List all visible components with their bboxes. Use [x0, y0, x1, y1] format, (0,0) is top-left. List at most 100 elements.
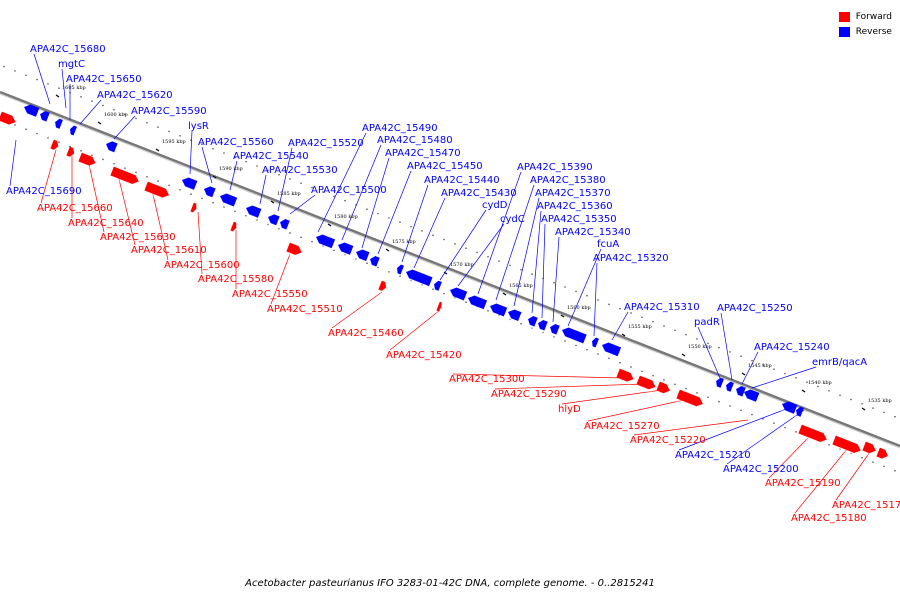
- gene-label-reverse: APA42C_15530: [262, 165, 338, 176]
- leader-line: [611, 311, 629, 341]
- leader-line: [768, 437, 809, 479]
- scale-dot: [740, 409, 742, 412]
- reverse-gene: [714, 377, 724, 391]
- leader-line: [531, 210, 542, 314]
- leader-line: [541, 223, 546, 319]
- scale-dot: [410, 279, 412, 282]
- gene-label-forward: APA42C_15220: [630, 435, 706, 446]
- scale-dot: [289, 232, 291, 234]
- scale-tick-label: 1570 kbp: [450, 262, 474, 268]
- reverse-gene: [244, 205, 262, 221]
- gene-label-reverse: APA42C_15310: [624, 302, 700, 313]
- scale-tick: [385, 248, 390, 252]
- gene-label-forward: APA42C_15640: [68, 218, 144, 229]
- forward-gene: [635, 375, 656, 393]
- reverse-gene: [266, 214, 280, 228]
- gene-label-forward: APA42C_15420: [386, 350, 462, 361]
- gene-label-reverse: APA42C_15500: [311, 185, 387, 196]
- scale-dot: [102, 104, 104, 107]
- scale-dot: [300, 182, 302, 185]
- scale-dot: [685, 333, 687, 336]
- scale-dot: [146, 121, 148, 124]
- scale-dot: [718, 346, 720, 349]
- gene-label-reverse: APA42C_15200: [723, 464, 799, 475]
- scale-dot: [168, 184, 170, 187]
- scale-tick-label: 1535 kbp: [868, 398, 892, 404]
- scale-dot: [58, 141, 60, 143]
- scale-dot: [355, 258, 357, 260]
- reverse-gene: [590, 337, 599, 351]
- scale-dot: [729, 351, 731, 353]
- leader-line: [567, 248, 602, 327]
- scale-dot: [179, 188, 181, 191]
- leader-line: [835, 451, 871, 501]
- gene-label-reverse: APA42C_15370: [535, 188, 611, 199]
- scale-dot: [630, 366, 632, 368]
- reverse-gene: [336, 242, 354, 258]
- gene-label-reverse: fcuA: [597, 239, 619, 250]
- scale-dot: [300, 236, 302, 239]
- scale-tick: [55, 94, 60, 98]
- scale-tick-label: 1585 kbp: [277, 191, 301, 197]
- scale-dot: [168, 130, 170, 133]
- scale-tick-label: 1565 kbp: [509, 283, 533, 289]
- leader-line: [151, 189, 169, 261]
- scale-tick: [327, 223, 332, 227]
- leader-line: [331, 291, 383, 329]
- genome-backbone: [0, 90, 900, 448]
- scale-dot: [344, 253, 346, 256]
- scale-dot: [498, 260, 500, 262]
- scale-dot: [608, 303, 610, 306]
- leader-line: [726, 409, 805, 465]
- reverse-gene: [448, 287, 468, 304]
- reverse-gene: [404, 269, 433, 289]
- gene-label-forward: APA42C_15190: [765, 478, 841, 489]
- scale-dot: [36, 132, 38, 135]
- forward-gene: [229, 221, 237, 235]
- scale-dot: [575, 290, 577, 293]
- scale-dot: [80, 150, 82, 152]
- scale-dot: [366, 208, 368, 211]
- gene-label-reverse: APA42C_15210: [675, 450, 751, 461]
- scale-dot: [157, 126, 159, 128]
- forward-gene: [675, 389, 703, 410]
- leader-line: [751, 366, 817, 389]
- reverse-gene: [506, 309, 522, 324]
- scale-dot: [421, 284, 423, 286]
- scale-dot: [465, 247, 467, 249]
- scale-dot: [795, 431, 797, 433]
- reverse-gene: [202, 186, 216, 200]
- scale-dot: [707, 396, 709, 399]
- scale-tick-label: 1575 kbp: [392, 239, 416, 245]
- scale-dot: [14, 70, 16, 72]
- legend-item-reverse: Reverse: [838, 24, 892, 39]
- scale-dot: [201, 197, 203, 200]
- leader-line: [113, 115, 136, 140]
- scale-tick: [560, 314, 565, 318]
- leader-line: [79, 99, 102, 125]
- reverse-gene: [794, 406, 804, 420]
- scale-dot: [762, 418, 764, 420]
- gene-label-forward: APA42C_15170: [832, 500, 900, 511]
- scale-dot: [443, 238, 445, 241]
- scale-dot: [740, 355, 742, 358]
- legend-label-forward: Forward: [855, 11, 892, 22]
- forward-gene: [285, 242, 302, 258]
- scale-dot: [432, 234, 434, 236]
- scale-dot: [212, 201, 214, 204]
- reverse-gene: [466, 295, 488, 312]
- scale-dot: [696, 338, 698, 340]
- scale-dot: [256, 165, 258, 167]
- scale-dot: [520, 268, 522, 271]
- leader-line: [389, 309, 441, 351]
- leader-line: [439, 209, 487, 281]
- scale-dot: [278, 173, 280, 176]
- scale-dot: [25, 128, 27, 131]
- leader-line: [33, 53, 51, 105]
- scale-ticks: 1605 kbp 1600 kbp 1595 kbp 1590 kbp 1585 kbp…: [55, 85, 892, 411]
- scale-dot: [234, 210, 236, 213]
- scale-dot: [531, 273, 533, 275]
- scale-dot: [674, 383, 676, 386]
- scale-dot: [333, 195, 335, 198]
